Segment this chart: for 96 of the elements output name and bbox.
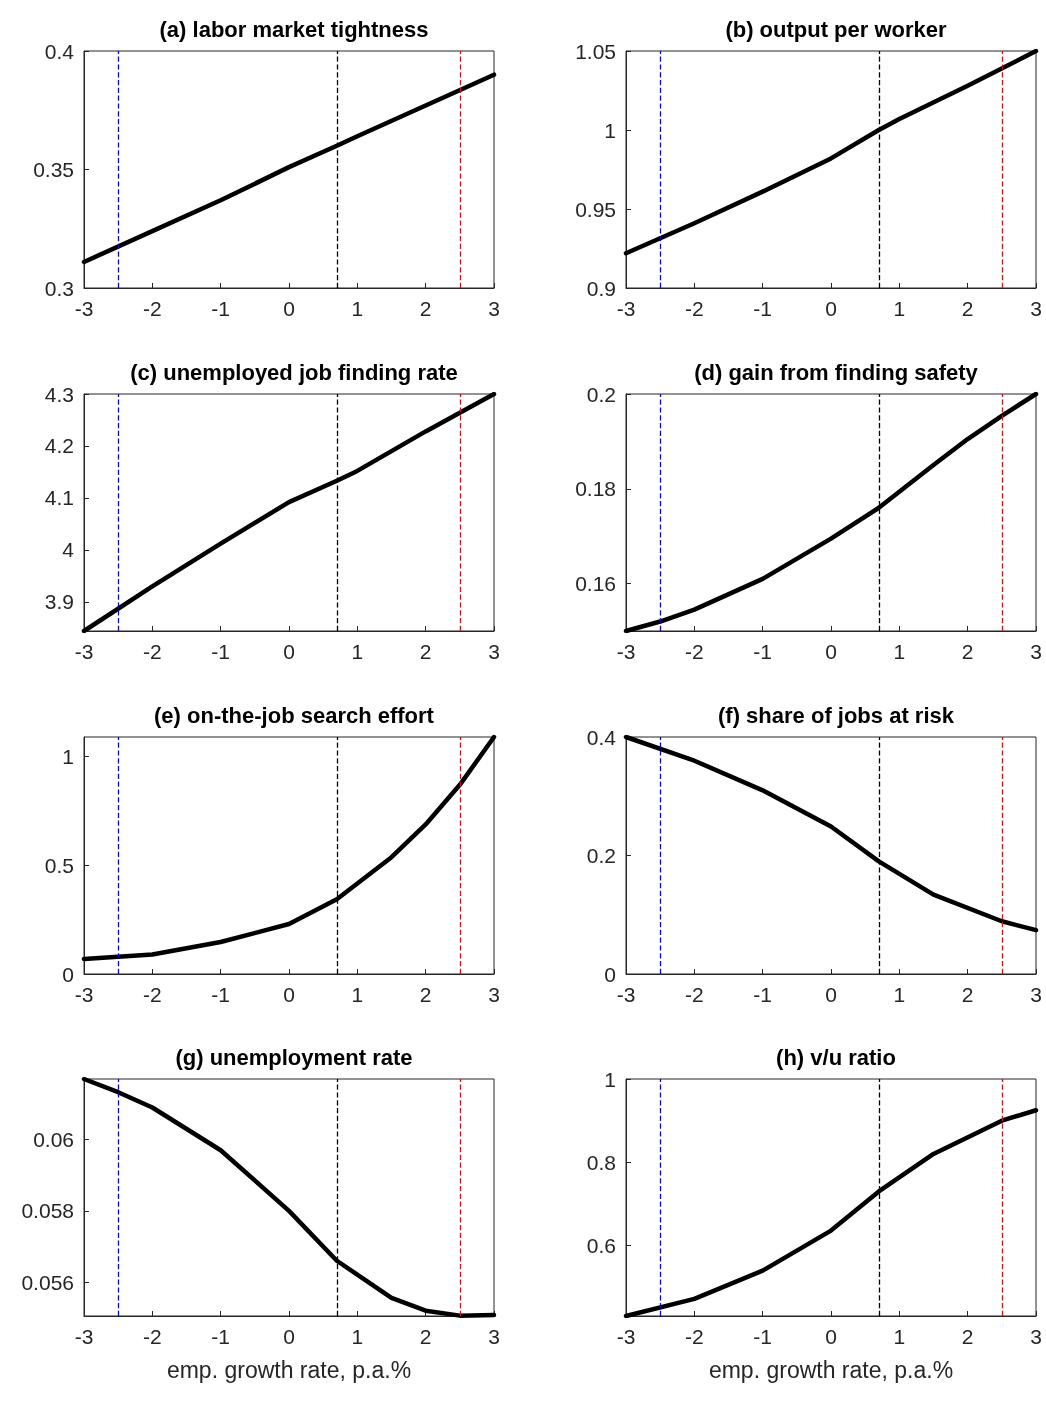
x-axis-title: emp. growth rate, p.a.% <box>708 1356 954 1383</box>
x-tick-label: -3 <box>74 983 94 1006</box>
y-tick-label: 0.8 <box>586 1150 616 1174</box>
x-tick-label: -1 <box>211 297 231 320</box>
chart-title: (b) output per worker <box>725 16 948 42</box>
x-tick-label: -3 <box>616 297 636 320</box>
x-tick-label: 2 <box>961 297 974 320</box>
x-tick-label: 2 <box>961 640 974 663</box>
y-tick-label: 4 <box>62 538 75 562</box>
y-tick-label: 0.9 <box>586 276 616 300</box>
y-tick-label: 0.16 <box>575 572 616 596</box>
chart-title: (h) v/u ratio <box>776 1044 896 1070</box>
line-series <box>81 1076 497 1318</box>
x-tick-label: 1 <box>351 297 364 320</box>
y-tick-label: 0.95 <box>575 197 616 221</box>
x-tick-label: 0 <box>825 1325 837 1348</box>
y-tick-label: 0.5 <box>44 853 74 877</box>
y-tick-label: 3.9 <box>44 590 74 614</box>
x-tick-label: 0 <box>283 983 295 1006</box>
chart-title: (f) share of jobs at risk <box>718 702 955 728</box>
x-tick-label: -3 <box>616 1325 636 1348</box>
x-tick-label: 1 <box>351 1325 364 1348</box>
x-tick-label: 3 <box>488 297 500 320</box>
x-tick-label: 3 <box>488 1325 500 1348</box>
x-tick-label: 3 <box>1030 640 1042 663</box>
x-tick-label: 2 <box>419 1325 432 1348</box>
x-tick-label: 2 <box>419 983 432 1006</box>
x-tick-label: -1 <box>753 983 773 1006</box>
x-tick-label: 0 <box>283 1325 295 1348</box>
x-tick-label: 0 <box>283 297 295 320</box>
x-axis-title: emp. growth rate, p.a.% <box>166 1356 412 1383</box>
x-tick-label: -2 <box>142 297 162 320</box>
x-tick-label: -2 <box>142 640 162 663</box>
x-tick-label: 1 <box>893 640 906 663</box>
chart-title: (e) on-the-job search effort <box>154 702 435 728</box>
x-tick-label: 0 <box>825 983 837 1006</box>
x-tick-label: 2 <box>961 983 974 1006</box>
y-tick-label: 0.058 <box>21 1199 74 1223</box>
x-tick-label: 2 <box>419 640 432 663</box>
x-tick-label: -2 <box>142 983 162 1006</box>
x-tick-label: -1 <box>211 1325 231 1348</box>
y-tick-label: 0 <box>62 962 74 986</box>
x-tick-label: -3 <box>74 640 94 663</box>
line-series <box>623 391 1039 634</box>
x-tick-label: -3 <box>74 1325 94 1348</box>
x-tick-label: -2 <box>142 1325 162 1348</box>
x-tick-label: 3 <box>488 640 500 663</box>
x-tick-label: 1 <box>893 297 906 320</box>
x-tick-label: -3 <box>616 640 636 663</box>
x-tick-label: 1 <box>893 1325 906 1348</box>
x-tick-label: 1 <box>351 983 364 1006</box>
x-tick-label: -2 <box>684 297 704 320</box>
y-tick-label: 4.2 <box>44 434 74 458</box>
x-tick-label: 3 <box>1030 1325 1042 1348</box>
x-tick-label: -2 <box>684 640 704 663</box>
x-tick-label: 1 <box>351 640 364 663</box>
x-tick-label: 0 <box>825 297 837 320</box>
x-tick-label: 3 <box>1030 983 1042 1006</box>
y-tick-label: 1 <box>604 118 616 142</box>
x-tick-label: -3 <box>616 983 636 1006</box>
x-tick-label: 0 <box>825 640 837 663</box>
y-tick-label: 1 <box>62 745 74 769</box>
chart-title: (a) labor market tightness <box>159 16 429 42</box>
y-tick-label: 0.2 <box>586 844 616 867</box>
x-tick-label: -3 <box>74 297 94 320</box>
x-tick-label: 3 <box>1030 297 1042 320</box>
y-tick-label: 0 <box>604 962 616 986</box>
y-tick-label: 0.3 <box>44 276 74 300</box>
x-tick-label: -1 <box>211 640 231 663</box>
y-tick-label: 0.35 <box>33 158 74 181</box>
y-tick-label: 1.05 <box>575 39 616 63</box>
y-tick-label: 0.06 <box>33 1128 74 1152</box>
chart-title: (c) unemployed job finding rate <box>130 359 458 385</box>
x-tick-label: -1 <box>753 1325 773 1348</box>
line-series <box>81 391 497 634</box>
chart-title: (g) unemployment rate <box>175 1044 413 1070</box>
x-tick-label: -2 <box>684 1325 704 1348</box>
y-tick-label: 0.4 <box>586 725 617 749</box>
y-tick-label: 4.1 <box>44 486 74 510</box>
x-tick-label: -1 <box>211 983 231 1006</box>
y-tick-label: 0.18 <box>575 477 616 501</box>
y-tick-label: 0.4 <box>44 39 75 63</box>
y-tick-label: 4.3 <box>44 382 74 406</box>
x-tick-label: 2 <box>419 297 432 320</box>
y-tick-label: 1 <box>604 1067 616 1091</box>
chart-title: (d) gain from finding safety <box>694 359 979 385</box>
x-tick-label: 1 <box>893 983 906 1006</box>
y-tick-label: 0.2 <box>586 382 616 406</box>
y-tick-label: 0.056 <box>21 1270 74 1294</box>
x-tick-label: -1 <box>753 297 773 320</box>
x-tick-label: 0 <box>283 640 295 663</box>
x-tick-label: 3 <box>488 983 500 1006</box>
y-tick-label: 0.6 <box>586 1234 616 1258</box>
x-tick-label: -2 <box>684 983 704 1006</box>
x-tick-label: 2 <box>961 1325 974 1348</box>
x-tick-label: -1 <box>753 640 773 663</box>
